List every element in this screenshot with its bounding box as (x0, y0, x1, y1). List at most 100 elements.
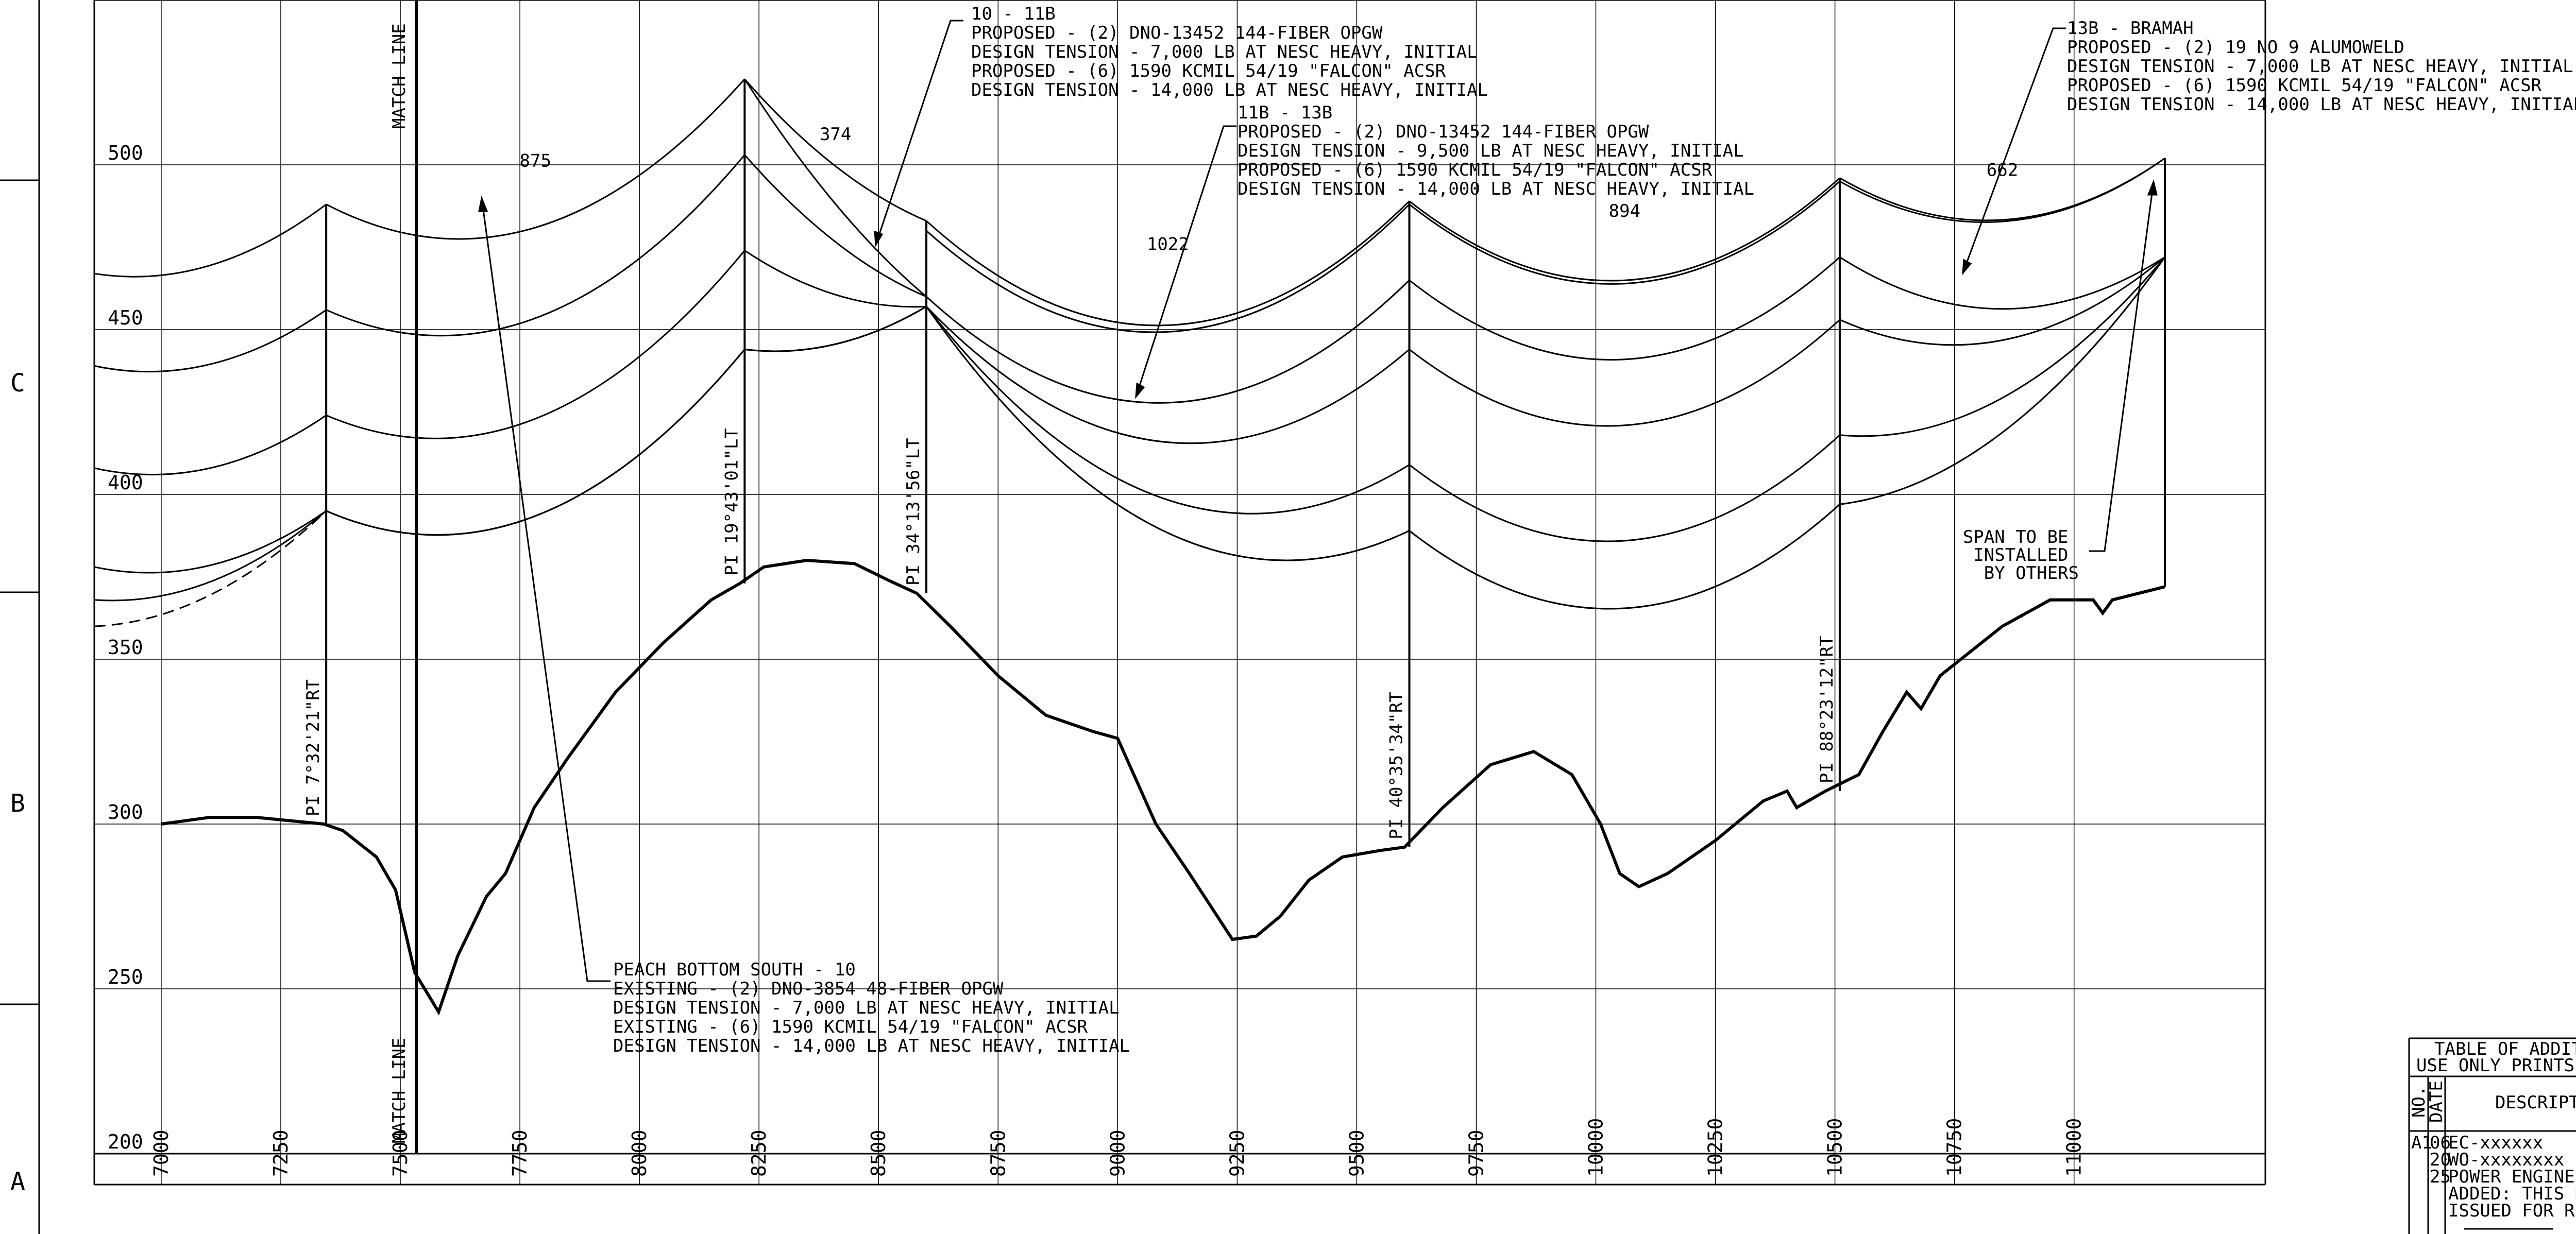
x-tick-label: 7750 (509, 1129, 531, 1177)
note-line: DESIGN TENSION - 14,000 LB AT NESC HEAVY… (613, 1036, 1130, 1056)
note-line: DESIGN TENSION - 7,000 LB AT NESC HEAVY,… (971, 42, 1478, 62)
table-title-line2: USE ONLY PRINTS SHOWING (2416, 1055, 2576, 1076)
note-span-by-others: SPAN TO BE INSTALLED BY OTHERS (1963, 527, 2079, 584)
table-cell: 06 (2430, 1133, 2451, 1153)
y-tick-label: 300 (108, 801, 143, 824)
conductor-curve (1409, 256, 1840, 361)
leader-11b-13b (1135, 125, 1236, 397)
y-tick-label: 200 (108, 1130, 143, 1153)
conductor-curve (1839, 157, 2165, 223)
arrowhead (874, 230, 884, 247)
conductor-curve (1839, 256, 2166, 437)
note-13b-bramah: 13B - BRAMAH PROPOSED - (2) 19 NO 9 ALUM… (2067, 18, 2576, 115)
ground-profile (161, 558, 2165, 1016)
note-line: DESIGN TENSION - 14,000 LB AT NESC HEAVY… (2067, 94, 2576, 115)
table-col-no: NO. (2409, 1086, 2429, 1118)
x-tick-labels: 7000 7250 7500 7750 8000 8250 8500 8750 9000 9250… (150, 1118, 2086, 1177)
span-length-label: 894 (1609, 201, 1640, 221)
x-tick-label: 11000 (2063, 1118, 2086, 1177)
conductor-curve (926, 203, 1410, 333)
note-line: PROPOSED - (2) 19 NO 9 ALUMOWELD (2067, 37, 2404, 58)
x-tick-label: 10250 (1704, 1118, 1727, 1177)
x-tick-label: 10000 (1585, 1118, 1607, 1177)
conductor-curve (94, 510, 327, 602)
conductor-curve (1409, 177, 1840, 282)
x-tick-label: 8750 (987, 1129, 1009, 1177)
conductor-curves (94, 78, 2166, 627)
leader-span (2089, 181, 2155, 552)
conductor-curve-dashed (94, 510, 327, 627)
table-cell: WO-xxxxxxxx (2448, 1150, 2564, 1170)
y-tick-label: 350 (108, 636, 143, 659)
leader-10-11b (875, 20, 963, 245)
note-10-11b: 10 - 11B PROPOSED - (2) DNO-13452 144-FI… (971, 4, 1488, 100)
note-line: DESIGN TENSION - 7,000 LB AT NESC HEAVY,… (2067, 56, 2573, 77)
span-length-label: 662 (1987, 160, 2018, 181)
conductor-curve (926, 279, 1410, 404)
y-tick-label: 400 (108, 471, 143, 494)
x-tick-label: 9250 (1226, 1129, 1248, 1177)
x-tick-label: 10750 (1943, 1118, 1966, 1177)
arrowhead (1135, 382, 1145, 399)
note-line: PEACH BOTTOM SOUTH - 10 (613, 959, 856, 980)
revision-table (2408, 1037, 2576, 1234)
x-tick-label: 7000 (150, 1129, 173, 1177)
conductor-curve-dashed (326, 349, 745, 536)
note-line: 11B - 13B (1238, 102, 1332, 123)
structure-pi-label: PI 40°35'34"RT (1386, 692, 1407, 839)
table-row-desc: EC-xxxxxx WO-xxxxxxxx POWER ENGINEERS, I… (2448, 1133, 2576, 1221)
span-labels: 875 374 1022 894 662 (520, 124, 2019, 255)
table-cell: POWER ENGINEERS, IN (2448, 1167, 2576, 1187)
table-col-date: DATE (2426, 1081, 2447, 1123)
conductor-curve (1409, 434, 1840, 542)
note-line: PROPOSED - (2) DNO-13452 144-FIBER OPGW (971, 23, 1383, 43)
note-line: INSTALLED (1973, 545, 2068, 565)
conductor-curve (744, 154, 927, 298)
note-line: DESIGN TENSION - 7,000 LB AT NESC HEAVY,… (613, 998, 1120, 1018)
arrowhead (478, 195, 488, 212)
y-tick-labels: 200 250 300 350 400 450 500 (108, 142, 143, 1153)
note-line: EXISTING - (6) 1590 KCMIL 54/19 "FALCON"… (613, 1017, 1088, 1037)
table-title-line1: TABLE OF ADDITIONS & (2434, 1039, 2576, 1059)
note-line: PROPOSED - (6) 1590 KCMIL 54/19 "FALCON"… (2067, 75, 2542, 96)
table-row-date: 06 20 25 (2430, 1133, 2461, 1187)
x-tick-label: 8000 (628, 1129, 651, 1177)
x-tick-label: 8250 (748, 1129, 770, 1177)
span-length-label: 374 (820, 124, 851, 145)
x-tick-label: 9750 (1465, 1129, 1487, 1177)
conductor-curve (94, 510, 327, 574)
conductor-curve (326, 154, 745, 337)
conductor-curve (94, 203, 327, 278)
conductor-curve (926, 306, 1410, 444)
y-tick-label: 250 (108, 966, 143, 988)
conductor-curve (326, 78, 745, 240)
note-line: BY OTHERS (1984, 563, 2079, 584)
x-tick-label: 9000 (1106, 1129, 1129, 1177)
note-11b-13b: 11B - 13B PROPOSED - (2) DNO-13452 144-F… (1238, 102, 1754, 199)
conductor-curve (744, 78, 927, 298)
leader-13b-bramah (1962, 27, 2066, 273)
table-cell: 20 (2430, 1150, 2451, 1170)
table-col-description: DESCRIPTION (2495, 1092, 2576, 1113)
conductor-curve-dashed (744, 305, 927, 352)
note-line: 13B - BRAMAH (2067, 18, 2194, 39)
note-line: EXISTING - (2) DNO-3854 48-FIBER OPGW (613, 979, 1004, 999)
note-peach-bottom: PEACH BOTTOM SOUTH - 10 EXISTING - (2) D… (613, 959, 1130, 1056)
note-line: 10 - 11B (971, 4, 1056, 24)
note-line: SPAN TO BE (1963, 527, 2069, 547)
conductor-curve (1839, 256, 2165, 310)
note-line: DESIGN TENSION - 14,000 LB AT NESC HEAVY… (971, 80, 1488, 100)
structures: PI 7°32'21"RT PI 19°43'01"LT PI 34°13'56"L… (303, 79, 2166, 847)
conductor-curve (925, 306, 1410, 561)
conductor-curve (1839, 256, 2166, 346)
table-cell: EC-xxxxxx (2448, 1133, 2543, 1153)
arrowhead (1962, 259, 1972, 276)
structure-pi-label: PI 34°13'56"LT (903, 438, 924, 586)
note-line: DESIGN TENSION - 9,500 LB AT NESC HEAVY,… (1238, 141, 1744, 161)
y-tick-label: 450 (108, 306, 143, 329)
conductor-curve (94, 415, 327, 476)
table-cell: 25 (2430, 1167, 2451, 1187)
match-line-label-bottom: MATCH LINE (389, 1038, 410, 1143)
x-tick-label: 8500 (867, 1129, 890, 1177)
